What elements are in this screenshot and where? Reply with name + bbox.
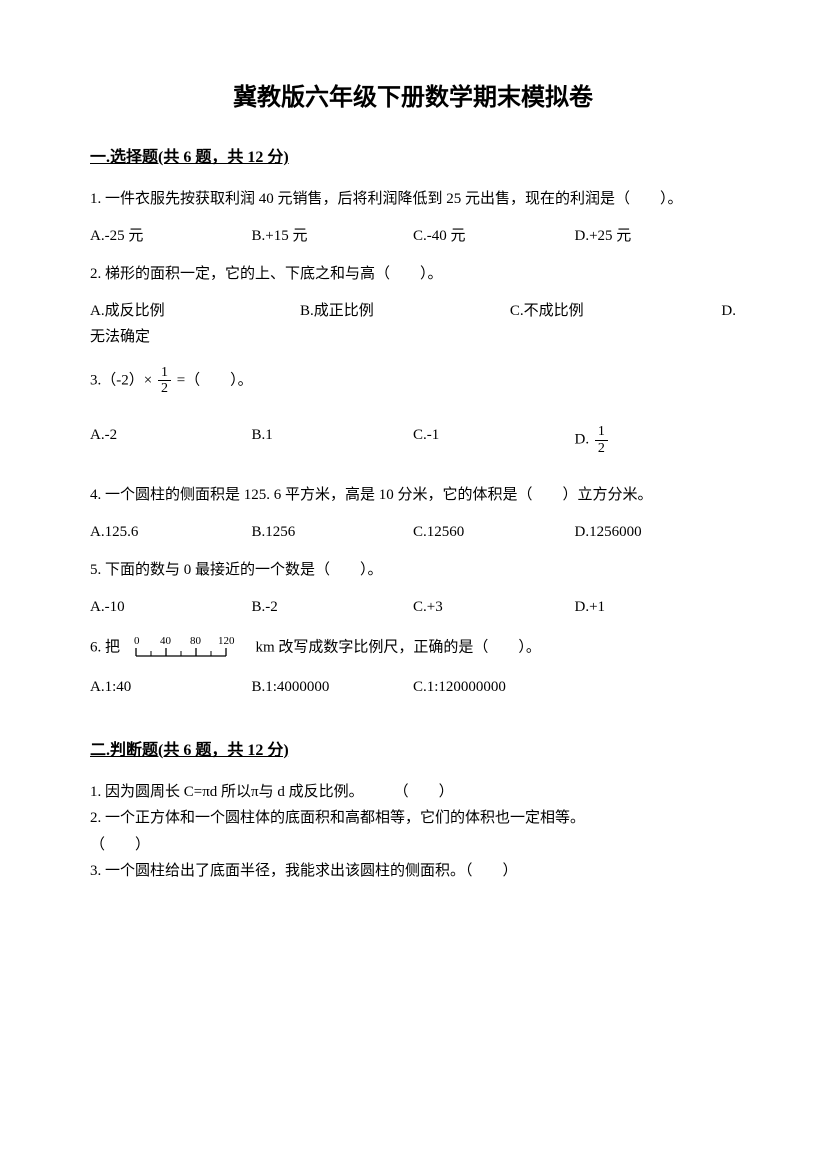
q5-text: 5. 下面的数与 0 最接近的一个数是（ ）。 [90, 559, 736, 582]
q3-prefix: 3.（-2）× [90, 372, 156, 388]
q2-option-b: B.成正比例 [300, 300, 510, 323]
q2-option-d-text: 无法确定 [90, 326, 736, 349]
question-3: 3.（-2）× 1 2 =（ ）。 A.-2 B.1 C.-1 D. 1 2 [90, 365, 736, 457]
q1-option-b: B.+15 元 [252, 225, 414, 248]
q3-text: 3.（-2）× 1 2 =（ ）。 [90, 365, 736, 397]
svg-text:120: 120 [218, 635, 235, 647]
q3-option-d: D. 1 2 [575, 424, 737, 456]
q4-option-c: C.12560 [413, 521, 575, 544]
q3-d-fraction: 1 2 [595, 424, 608, 456]
q4-options: A.125.6 B.1256 C.12560 D.1256000 [90, 521, 736, 544]
q5-option-d: D.+1 [575, 596, 737, 619]
q3-frac-den: 2 [158, 381, 171, 396]
q5-option-c: C.+3 [413, 596, 575, 619]
q4-option-a: A.125.6 [90, 521, 252, 544]
q4-option-b: B.1256 [252, 521, 414, 544]
q3-frac-num: 1 [158, 365, 171, 381]
q6-option-spacer [655, 676, 736, 699]
page-title: 冀教版六年级下册数学期末模拟卷 [90, 80, 736, 116]
q6-prefix: 6. 把 [90, 640, 124, 656]
judge-2a: 2. 一个正方体和一个圆柱体的底面积和高都相等，它们的体积也一定相等。 [90, 807, 736, 830]
svg-text:80: 80 [190, 635, 202, 647]
q3-fraction: 1 2 [158, 365, 171, 397]
q6-option-b: B.1:4000000 [252, 676, 414, 699]
q6-option-c: C.1:120000000 [413, 676, 655, 699]
q3-option-b: B.1 [252, 424, 414, 456]
q6-options: A.1:40 B.1:4000000 C.1:120000000 [90, 676, 736, 699]
judge-3: 3. 一个圆柱给出了底面半径，我能求出该圆柱的侧面积。（ ） [90, 860, 736, 883]
q5-options: A.-10 B.-2 C.+3 D.+1 [90, 596, 736, 619]
q1-options: A.-25 元 B.+15 元 C.-40 元 D.+25 元 [90, 225, 736, 248]
q3-options: A.-2 B.1 C.-1 D. 1 2 [90, 424, 736, 456]
q2-option-c: C.不成比例 [510, 300, 720, 323]
q1-option-d: D.+25 元 [575, 225, 737, 248]
q2-text: 2. 梯形的面积一定，它的上、下底之和与高（ ）。 [90, 263, 736, 286]
question-2: 2. 梯形的面积一定，它的上、下底之和与高（ ）。 A.成反比例 B.成正比例 … [90, 263, 736, 349]
question-6: 6. 把 0 40 80 120 km 改写成数字比例尺，正确的是（ ）。 A.… [90, 634, 736, 699]
q1-option-a: A.-25 元 [90, 225, 252, 248]
q5-option-a: A.-10 [90, 596, 252, 619]
q3-suffix: =（ ）。 [177, 372, 253, 388]
question-1: 1. 一件衣服先按获取利润 40 元销售，后将利润降低到 25 元出售，现在的利… [90, 188, 736, 247]
q3-d-prefix: D. [575, 432, 593, 448]
q3-d-den: 2 [595, 441, 608, 456]
q3-d-num: 1 [595, 424, 608, 440]
q4-text: 4. 一个圆柱的侧面积是 125. 6 平方米，高是 10 分米，它的体积是（ … [90, 484, 736, 507]
section-2-header: 二.判断题(共 6 题，共 12 分) [90, 739, 736, 763]
q6-text: 6. 把 0 40 80 120 km 改写成数字比例尺，正确的是（ ）。 [90, 634, 736, 662]
scale-ruler-icon: 0 40 80 120 [128, 634, 248, 662]
q1-option-c: C.-40 元 [413, 225, 575, 248]
q3-option-c: C.-1 [413, 424, 575, 456]
section-1-header: 一.选择题(共 6 题，共 12 分) [90, 146, 736, 170]
q6-suffix: km 改写成数字比例尺，正确的是（ ）。 [256, 640, 541, 656]
q2-options: A.成反比例 B.成正比例 C.不成比例 D. 无法确定 [90, 300, 736, 349]
svg-text:0: 0 [134, 635, 140, 647]
q3-option-a: A.-2 [90, 424, 252, 456]
judge-2b: （ ） [90, 834, 736, 857]
question-4: 4. 一个圆柱的侧面积是 125. 6 平方米，高是 10 分米，它的体积是（ … [90, 484, 736, 543]
q2-option-a: A.成反比例 [90, 300, 300, 323]
svg-text:40: 40 [160, 635, 172, 647]
question-5: 5. 下面的数与 0 最接近的一个数是（ ）。 A.-10 B.-2 C.+3 … [90, 559, 736, 618]
q6-option-a: A.1:40 [90, 676, 252, 699]
q2-option-d-label: D. [720, 300, 736, 323]
judge-1: 1. 因为圆周长 C=πd 所以π与 d 成反比例。 （ ） [90, 781, 736, 804]
q1-text: 1. 一件衣服先按获取利润 40 元销售，后将利润降低到 25 元出售，现在的利… [90, 188, 736, 211]
q5-option-b: B.-2 [252, 596, 414, 619]
q4-option-d: D.1256000 [575, 521, 737, 544]
